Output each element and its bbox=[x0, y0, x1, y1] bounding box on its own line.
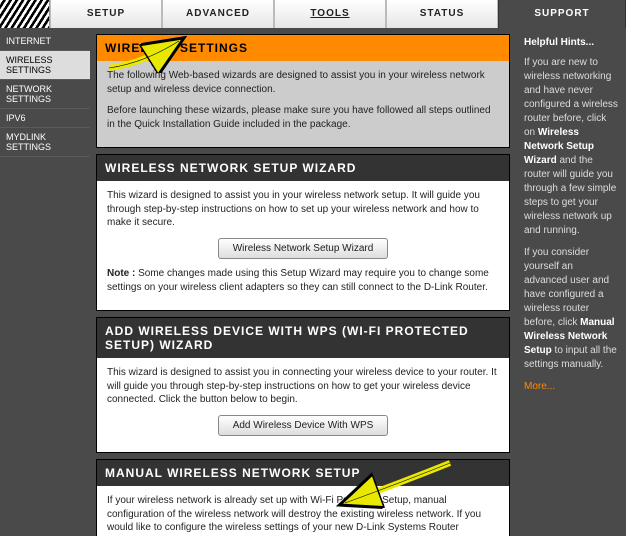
hints-p2: If you consider yourself an advanced use… bbox=[524, 246, 618, 372]
sidebar-item-internet[interactable]: INTERNET bbox=[0, 32, 90, 51]
logo bbox=[0, 0, 50, 28]
panel-wizard2: ADD WIRELESS DEVICE WITH WPS (WI-FI PROT… bbox=[96, 317, 510, 453]
tab-status[interactable]: STATUS bbox=[386, 0, 498, 28]
wiz2-p1: This wizard is designed to assist you in… bbox=[107, 366, 499, 407]
wiz3-title: MANUAL WIRELESS NETWORK SETUP bbox=[97, 460, 509, 486]
main-content: WIRELESS SETTINGS The following Web-base… bbox=[90, 28, 516, 536]
wiz1-p1: This wizard is designed to assist you in… bbox=[107, 189, 499, 230]
hints-title: Helpful Hints... bbox=[524, 36, 618, 50]
intro-p1: The following Web-based wizards are desi… bbox=[107, 69, 499, 96]
wiz1-title: WIRELESS NETWORK SETUP WIZARD bbox=[97, 155, 509, 181]
tab-tools[interactable]: TOOLS bbox=[274, 0, 386, 28]
hints-p1: If you are new to wireless networking an… bbox=[524, 56, 618, 238]
top-bar: SETUP ADVANCED TOOLS STATUS SUPPORT bbox=[0, 0, 626, 28]
support-panel: Helpful Hints... If you are new to wirel… bbox=[516, 28, 626, 536]
sidebar-item-wireless[interactable]: WIRELESS SETTINGS bbox=[0, 51, 90, 80]
top-nav: SETUP ADVANCED TOOLS STATUS SUPPORT bbox=[50, 0, 626, 28]
wiz1-note: Note : Some changes made using this Setu… bbox=[107, 267, 499, 294]
panel-wizard3: MANUAL WIRELESS NETWORK SETUP If your wi… bbox=[96, 459, 510, 536]
tab-advanced[interactable]: ADVANCED bbox=[162, 0, 274, 28]
wiz1-button[interactable]: Wireless Network Setup Wizard bbox=[218, 238, 389, 260]
tab-setup[interactable]: SETUP bbox=[50, 0, 162, 28]
intro-body: The following Web-based wizards are desi… bbox=[97, 61, 509, 147]
sidebar: INTERNET WIRELESS SETTINGS NETWORK SETTI… bbox=[0, 28, 90, 536]
sidebar-item-network[interactable]: NETWORK SETTINGS bbox=[0, 80, 90, 109]
intro-p2: Before launching these wizards, please m… bbox=[107, 104, 499, 131]
sidebar-item-ipv6[interactable]: IPV6 bbox=[0, 109, 90, 128]
sidebar-item-mydlink[interactable]: MYDLINK SETTINGS bbox=[0, 128, 90, 157]
panel-wizard1: WIRELESS NETWORK SETUP WIZARD This wizar… bbox=[96, 154, 510, 311]
wiz3-p1: If your wireless network is already set … bbox=[107, 494, 499, 536]
wiz2-button[interactable]: Add Wireless Device With WPS bbox=[218, 415, 389, 437]
intro-title: WIRELESS SETTINGS bbox=[97, 35, 509, 61]
more-link[interactable]: More... bbox=[524, 381, 555, 392]
wiz2-title: ADD WIRELESS DEVICE WITH WPS (WI-FI PROT… bbox=[97, 318, 509, 358]
tab-support[interactable]: SUPPORT bbox=[498, 0, 626, 28]
panel-intro: WIRELESS SETTINGS The following Web-base… bbox=[96, 34, 510, 148]
